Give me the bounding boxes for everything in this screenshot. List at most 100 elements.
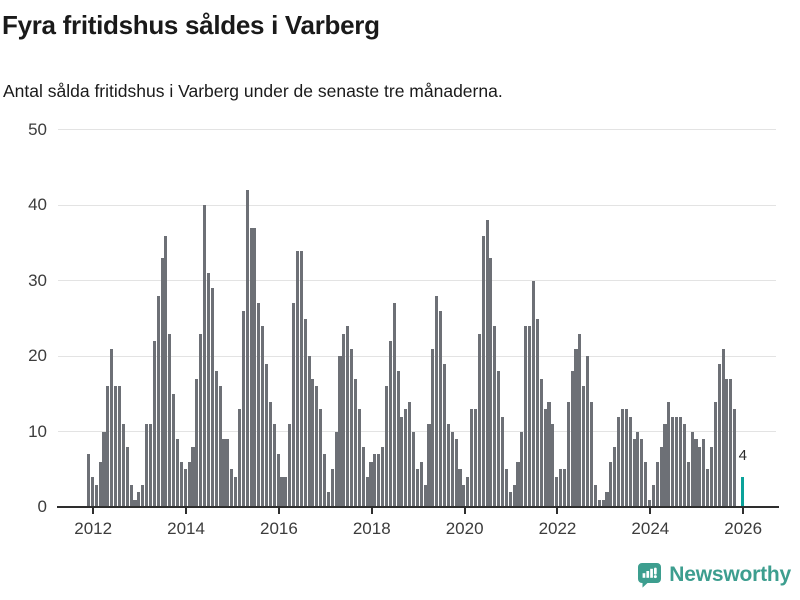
- bar: [264, 363, 269, 508]
- bar: [442, 363, 447, 508]
- bar: [152, 341, 156, 508]
- bar: [690, 431, 694, 508]
- bar: [473, 409, 477, 508]
- bar: [423, 484, 427, 508]
- bar: [137, 492, 141, 508]
- gridline-50: [58, 129, 776, 131]
- bar: [129, 484, 133, 508]
- x-axis-label-2024: 2024: [631, 519, 670, 538]
- bar: [412, 431, 416, 508]
- bar: [589, 401, 594, 508]
- bar: [454, 439, 458, 508]
- bar: [709, 446, 713, 508]
- bar: [357, 409, 361, 508]
- newsworthy-icon: [637, 562, 662, 588]
- bar: [644, 461, 648, 508]
- bar: [663, 424, 667, 508]
- bar: [446, 424, 450, 508]
- bar: [671, 416, 675, 508]
- bar: [555, 477, 559, 508]
- bar: [234, 477, 238, 508]
- bar: [678, 416, 683, 508]
- bar: [427, 424, 431, 508]
- bar: [508, 492, 512, 508]
- bar: [702, 439, 706, 508]
- chart-title: Fyra fritidshus såldes i Varberg: [2, 10, 380, 40]
- bar: [342, 333, 346, 508]
- x-axis-label-2020: 2020: [445, 519, 484, 538]
- bar: [698, 446, 702, 508]
- bar: [559, 469, 563, 508]
- bar: [400, 416, 404, 508]
- brand-name: Newsworthy: [669, 563, 791, 586]
- gridline-40: [58, 204, 776, 206]
- bar: [566, 401, 570, 508]
- bar: [636, 431, 640, 508]
- bar: [284, 477, 288, 508]
- bar: [543, 409, 547, 508]
- bar: [280, 477, 284, 508]
- bar: [148, 424, 152, 508]
- bar: [156, 295, 160, 508]
- bar: [210, 288, 214, 508]
- bar: [303, 318, 307, 508]
- bar: [497, 371, 501, 508]
- y-axis-label-0: 0: [37, 497, 47, 517]
- bar: [369, 461, 373, 508]
- x-axis-label-2012: 2012: [74, 519, 113, 538]
- bar: [245, 190, 249, 508]
- bar: [191, 446, 195, 508]
- bar: [392, 303, 396, 508]
- bar: [98, 461, 102, 508]
- bar: [617, 416, 621, 508]
- bar: [295, 250, 300, 508]
- bar: [733, 409, 737, 508]
- speech-bubble-shape: [638, 563, 662, 588]
- bar: [648, 499, 652, 508]
- x-tick-2026: [742, 508, 745, 515]
- bar: [500, 416, 505, 508]
- bar: [628, 416, 632, 508]
- bar: [458, 469, 462, 508]
- bar: [218, 386, 222, 508]
- bar: [319, 409, 323, 508]
- bar: [466, 477, 470, 508]
- bar: [125, 446, 129, 508]
- bar: [481, 235, 485, 508]
- y-axis-label-10: 10: [28, 421, 47, 441]
- bar: [570, 371, 574, 508]
- x-axis-label-2014: 2014: [167, 519, 205, 538]
- y-axis-label-40: 40: [28, 195, 47, 215]
- bar: [121, 424, 125, 508]
- bar: [373, 454, 377, 508]
- bar: [725, 378, 729, 508]
- brand-logo: Newsworthy: [637, 562, 791, 588]
- x-axis-label-2016: 2016: [259, 519, 298, 538]
- bar: [133, 499, 137, 508]
- bar: [168, 333, 172, 508]
- bar: [408, 401, 412, 508]
- gridline-10: [58, 431, 776, 433]
- bar: [439, 311, 443, 508]
- bar: [485, 220, 489, 508]
- bar: [230, 469, 234, 508]
- bar: [94, 484, 98, 508]
- y-axis-label-30: 30: [28, 270, 47, 290]
- bar: [114, 386, 118, 508]
- bar: [179, 461, 183, 508]
- bar: [365, 477, 369, 508]
- bar: [334, 431, 338, 508]
- bar: [350, 348, 354, 508]
- bar: [323, 454, 327, 508]
- bar: [102, 431, 106, 508]
- bar: [706, 469, 710, 508]
- bar: [729, 378, 733, 508]
- bar: [214, 371, 218, 508]
- highlighted-bar: [740, 477, 744, 508]
- y-axis-label-20: 20: [28, 346, 47, 366]
- bar: [419, 461, 423, 508]
- bar: [601, 499, 605, 508]
- bar: [117, 386, 122, 508]
- x-tick-2024: [649, 508, 652, 515]
- bar: [651, 484, 655, 508]
